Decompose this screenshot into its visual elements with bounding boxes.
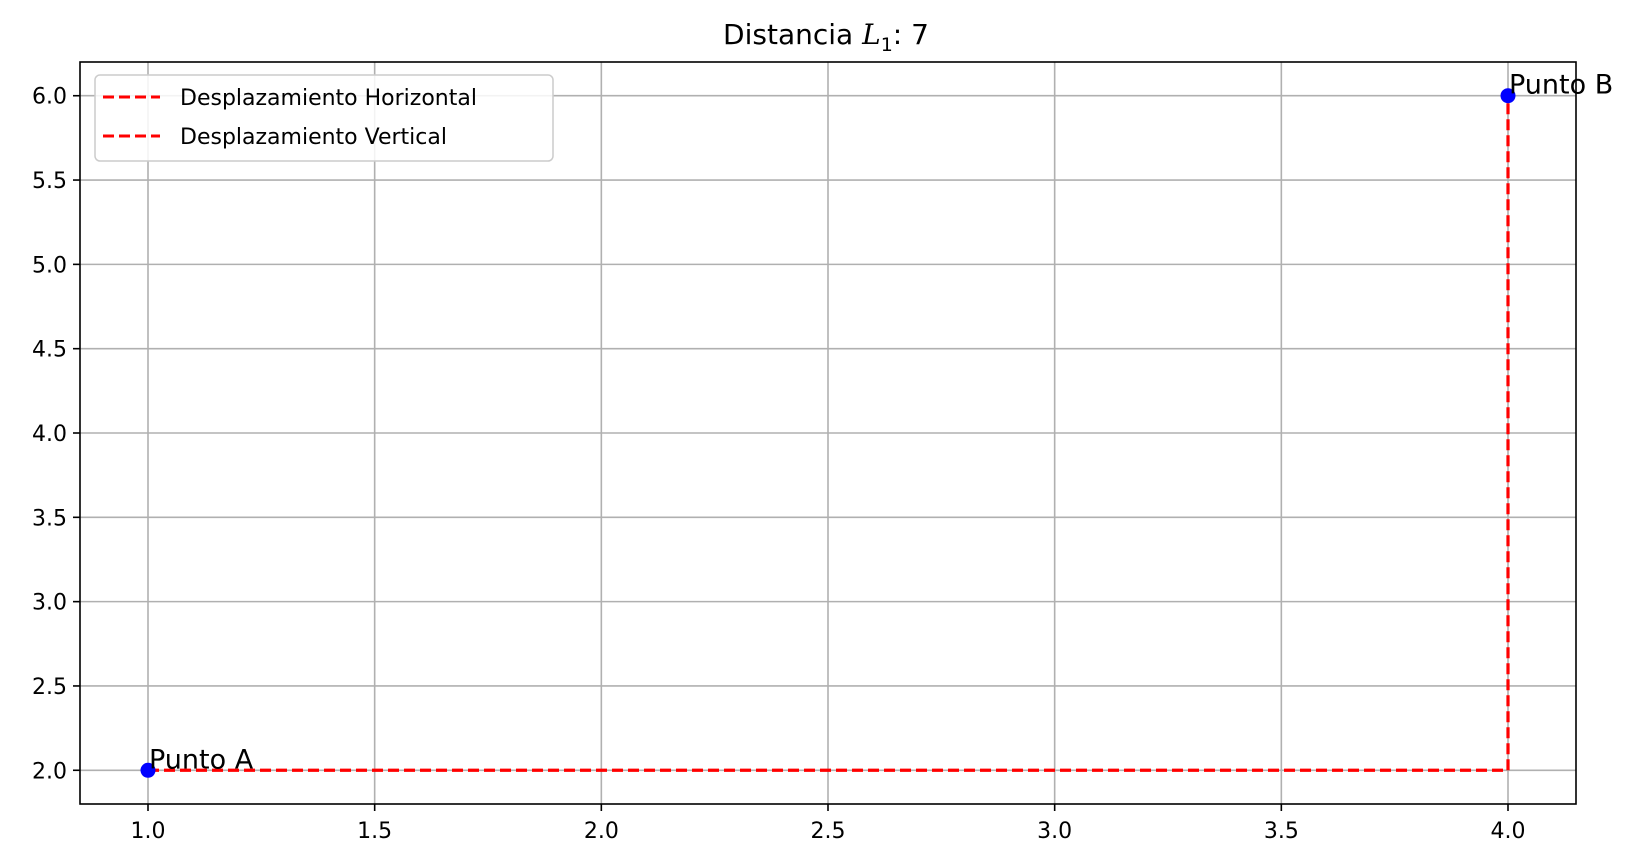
- y-tick-label: 4.5: [32, 338, 67, 363]
- axis-ticks: 1.0 1.5 2.0 2.5 3.0 3.5 4.0 2.0 2.5 3.0 3.5 4.0 4.5 5…: [32, 85, 1526, 844]
- y-tick-label: 2.5: [32, 675, 67, 700]
- y-tick-label: 6.0: [32, 85, 67, 110]
- y-tick-label: 5.0: [32, 253, 67, 278]
- y-tick-label: 3.5: [32, 506, 67, 531]
- x-tick-label: 1.5: [357, 819, 392, 844]
- y-tick-label: 5.5: [32, 169, 67, 194]
- x-tick-label: 4.0: [1491, 819, 1526, 844]
- series-layer: [148, 95, 1510, 772]
- x-tick-label: 2.0: [584, 819, 619, 844]
- x-tick-label: 3.5: [1264, 819, 1299, 844]
- points-layer: Punto A Punto B: [140, 70, 1613, 778]
- x-tick-label: 3.0: [1037, 819, 1072, 844]
- legend-box: [94, 74, 554, 162]
- y-tick-label: 4.0: [32, 422, 67, 447]
- legend-label-horizontal: Desplazamiento Horizontal: [180, 86, 477, 111]
- point-label-1: Punto B: [1509, 70, 1613, 101]
- chart-title: Distancia L1: 7: [723, 18, 929, 56]
- data-point-1: [1500, 88, 1516, 104]
- legend-label-vertical: Desplazamiento Vertical: [180, 125, 447, 150]
- point-label-0: Punto A: [149, 744, 254, 775]
- y-tick-label: 2.0: [32, 759, 67, 784]
- plot-frame: [79, 61, 1577, 805]
- legend: Desplazamiento Horizontal Desplazamiento…: [94, 74, 554, 162]
- data-point-0: [140, 762, 156, 778]
- x-tick-label: 2.5: [811, 819, 846, 844]
- y-tick-label: 3.0: [32, 591, 67, 616]
- x-tick-label: 1.0: [131, 819, 166, 844]
